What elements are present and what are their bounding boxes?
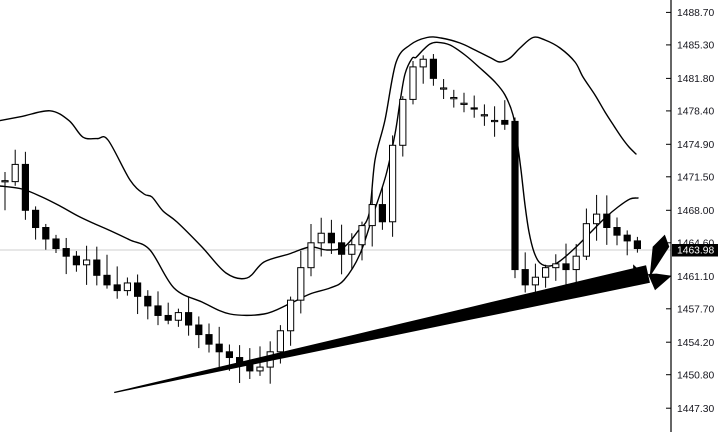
svg-text:1461.10: 1461.10 — [677, 272, 714, 283]
svg-text:1454.20: 1454.20 — [677, 338, 714, 349]
svg-text:1457.70: 1457.70 — [677, 305, 714, 316]
svg-text:1474.90: 1474.90 — [677, 140, 714, 151]
svg-text:1468.00: 1468.00 — [677, 206, 714, 217]
svg-text:1450.80: 1450.80 — [677, 371, 714, 382]
svg-text:1471.50: 1471.50 — [677, 173, 714, 184]
svg-text:1478.40: 1478.40 — [677, 107, 714, 118]
svg-text:1481.80: 1481.80 — [677, 74, 714, 85]
svg-text:1485.30: 1485.30 — [677, 41, 714, 52]
svg-text:1488.70: 1488.70 — [677, 8, 714, 19]
svg-text:1447.30: 1447.30 — [677, 404, 714, 415]
svg-text:1463.98: 1463.98 — [677, 245, 714, 256]
